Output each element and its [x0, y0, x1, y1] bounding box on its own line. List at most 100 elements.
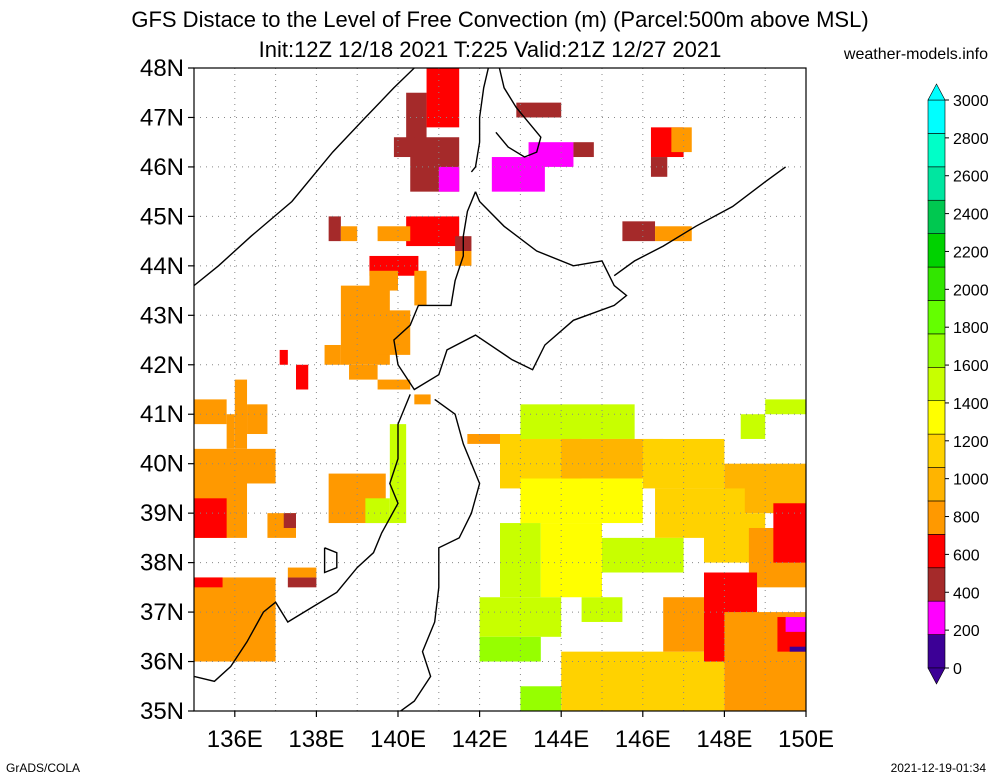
field-cell-7 — [573, 142, 594, 158]
colorbar-label: 2200 — [953, 244, 989, 261]
field-cell-73 — [789, 646, 806, 652]
colorbar-band — [927, 467, 946, 502]
lon-label: 138E — [288, 726, 344, 753]
grid-layer — [194, 68, 806, 711]
field-cell-6 — [528, 142, 574, 167]
tick-layer: 35N 36N 37N 38N 39N 40N 41N 42N 43N 44N 45N 46N 47N 4… — [140, 55, 834, 753]
colorbar-label: 800 — [953, 510, 980, 527]
field-layer — [194, 68, 806, 711]
field-cell-1 — [426, 68, 460, 128]
honshu-east-coast — [399, 398, 481, 711]
lat-label: 36N — [140, 649, 184, 676]
lon-label: 148E — [696, 726, 752, 753]
colorbar-label: 1600 — [953, 358, 989, 375]
lat-label: 40N — [140, 451, 184, 478]
field-cell-8 — [516, 102, 562, 118]
field-cell-49 — [520, 404, 635, 439]
colorbar-band — [927, 300, 946, 335]
field-cell-16 — [622, 221, 656, 242]
field-cell-21 — [369, 270, 398, 291]
field-cell-43 — [194, 577, 276, 662]
colorbar-label: 1200 — [953, 434, 989, 451]
field-cell-35 — [194, 448, 276, 484]
colorbar-label: 2400 — [953, 207, 989, 224]
lon-label: 146E — [615, 726, 671, 753]
field-cell-30 — [414, 394, 431, 405]
field-cell-46 — [287, 567, 317, 578]
lon-label: 144E — [533, 726, 589, 753]
lat-label: 48N — [140, 55, 184, 82]
colorbar-label: 2800 — [953, 131, 989, 148]
field-cell-31 — [194, 399, 227, 425]
footer-left: GrADS/COLA — [6, 761, 81, 775]
field-cell-54 — [765, 399, 806, 415]
colorbar-bottom-arrow — [927, 667, 946, 685]
colorbar-band — [927, 634, 946, 669]
footer-right: 2021-12-19-01:34 — [890, 761, 986, 775]
lat-label: 45N — [140, 203, 184, 230]
lat-label: 37N — [140, 599, 184, 626]
colorbar-band — [927, 366, 946, 402]
field-cell-67 — [520, 686, 562, 711]
colorbar-band — [927, 233, 946, 268]
colorbar-band — [927, 266, 946, 301]
colorbar-label: 400 — [953, 585, 980, 602]
field-cell-66 — [561, 651, 725, 711]
lon-label: 140E — [370, 726, 426, 753]
field-cell-59 — [602, 537, 684, 573]
colorbar-band — [927, 133, 946, 168]
colorbar-label: 1000 — [953, 472, 989, 489]
field-cell-11 — [650, 157, 668, 177]
field-cell-37 — [194, 498, 227, 538]
lat-label: 42N — [140, 352, 184, 379]
lat-label: 41N — [140, 401, 184, 428]
colorbar-band — [927, 400, 946, 435]
lat-label: 39N — [140, 500, 184, 527]
field-cell-24 — [324, 344, 341, 365]
sakhalin-west-coast — [470, 68, 490, 173]
colorbar-band — [927, 199, 946, 234]
field-cell-10 — [671, 127, 692, 153]
lon-label: 136E — [207, 726, 263, 753]
lon-label: 142E — [452, 726, 508, 753]
field-cell-55 — [520, 478, 643, 524]
colorbar-label: 2000 — [953, 282, 989, 299]
field-cell-28 — [296, 364, 309, 390]
field-cell-4 — [393, 137, 415, 158]
title-line2: Init:12Z 12/18 2021 T:225 Valid:21Z 12/2… — [258, 37, 722, 62]
field-cell-64 — [479, 636, 541, 662]
colorbar-label: 1400 — [953, 396, 989, 413]
field-cell-62 — [773, 503, 806, 563]
field-cell-17 — [655, 226, 692, 242]
field-cell-25 — [349, 364, 378, 380]
lat-label: 35N — [140, 698, 184, 725]
mainland-coast — [194, 68, 416, 287]
title-line1: GFS Distace to the Level of Free Convect… — [131, 7, 869, 32]
colorbar-band — [927, 166, 946, 201]
field-cell-32 — [226, 414, 235, 449]
colorbar-label: 200 — [953, 623, 980, 640]
colorbar-band — [927, 500, 946, 535]
lat-label: 44N — [140, 253, 184, 280]
colorbar-band — [927, 534, 946, 569]
lat-label: 47N — [140, 104, 184, 131]
field-cell-65 — [581, 597, 623, 622]
colorbar-band — [927, 99, 946, 134]
field-cell-19 — [340, 226, 358, 242]
field-cell-3 — [438, 166, 460, 192]
field-cell-44 — [194, 577, 223, 588]
kuril-chain — [613, 166, 787, 277]
field-cell-18 — [328, 216, 341, 242]
colorbar-band — [927, 567, 946, 602]
field-cell-58 — [540, 523, 602, 598]
colorbar-band — [927, 333, 946, 368]
lat-label: 38N — [140, 550, 184, 577]
site-label: weather-models.info — [843, 46, 988, 63]
lon-label: 150E — [778, 726, 834, 753]
field-cell-22 — [414, 270, 427, 306]
colorbar-band — [927, 433, 946, 468]
field-cell-27 — [279, 349, 288, 365]
colorbar-top-arrow — [927, 83, 946, 101]
coastline-layer — [194, 68, 787, 711]
